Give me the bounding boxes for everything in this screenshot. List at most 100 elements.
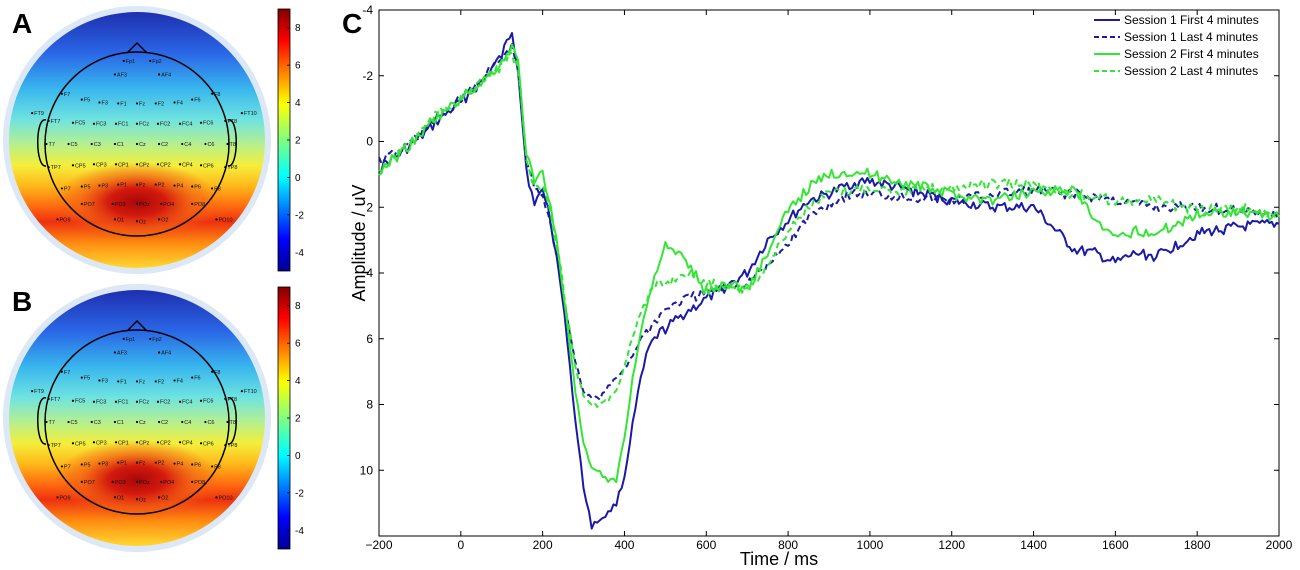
electrode-label: F2: [158, 379, 164, 385]
electrode-dot-c4: [181, 420, 184, 424]
y-tick-label: 2: [366, 200, 373, 214]
electrode-label: FC4: [182, 122, 192, 128]
electrode-label: P5: [84, 185, 91, 191]
colorbar-tick-label: -2: [295, 488, 304, 499]
electrode-label: P1: [120, 461, 127, 467]
electrode-label: F4: [177, 100, 183, 106]
electrode-label: Pz: [139, 183, 146, 189]
electrode-label: Cz: [139, 420, 146, 426]
electrode-dot-c4: [181, 142, 184, 146]
electrode-dot-po9: [56, 496, 59, 499]
electrode-dot-fp2: [149, 59, 152, 63]
electrode-dot-oz: [135, 220, 139, 223]
electrode-label: F6: [194, 376, 200, 382]
electrode-label: P2: [158, 183, 165, 189]
electrode-label: AF4: [161, 350, 171, 356]
electrode-label: Fp2: [152, 337, 161, 343]
electrode-dot-ft9: [31, 111, 34, 115]
electrode-dot-fc6: [199, 121, 203, 124]
electrode-dot-oz: [135, 498, 139, 501]
electrode-label: C5: [71, 420, 78, 426]
y-tick-label: 4: [366, 266, 373, 280]
electrode-label: TP8: [227, 443, 237, 449]
electrode-dot-fc6: [199, 399, 203, 402]
electrode-dot-p3: [98, 184, 101, 187]
electrode-label: P1: [120, 183, 127, 189]
electrode-label: FC4: [182, 400, 192, 406]
series-line-4: [378, 49, 1280, 408]
electrode-dot-cp5: [71, 442, 75, 445]
electrode-label: PO4: [163, 480, 174, 486]
electrode-label: FT8: [227, 397, 237, 403]
electrode-dot-cp4: [178, 163, 182, 166]
electrode-dot-t7: [45, 420, 48, 424]
electrode-label: F7: [64, 370, 70, 376]
x-tick-label: 200: [533, 538, 553, 552]
x-tick-label: 1400: [1020, 538, 1047, 552]
electrode-dot-po3: [111, 480, 114, 483]
electrode-dot-t8: [226, 420, 229, 424]
topomap-b: Fp1 Fp2 AF3 AF4 F7 F5 F3 F1 Fz F2 F4 F6 F8 FT9 FT7 FC5 F…: [3, 284, 304, 552]
electrode-dot-cp3: [92, 441, 96, 444]
electrode-dot-c6: [204, 142, 207, 146]
electrode-dot-fz: [135, 102, 139, 105]
electrode-label: P6: [194, 463, 201, 469]
electrode-dot-c1: [113, 142, 117, 146]
electrode-dot-f5: [80, 98, 83, 101]
electrode-label: CP2: [160, 440, 171, 446]
electrode-dot-o2: [157, 496, 161, 499]
electrode-dot-po3: [111, 202, 114, 205]
electrode-label: CP1: [118, 162, 129, 168]
electrode-label: F1: [120, 101, 126, 107]
electrode-label: C4: [184, 142, 191, 148]
colorbar-tick-label: 8: [295, 301, 301, 312]
panel-letter-b: B: [12, 286, 33, 317]
y-tick-label: -2: [362, 69, 373, 83]
electrode-label: F7: [64, 92, 70, 98]
panel-letter-c: C: [342, 8, 363, 39]
electrode-dot-f1: [117, 380, 120, 383]
electrode-dot-fc5: [71, 399, 75, 402]
electrode-dot-cp2: [156, 163, 160, 166]
series-line-1: [378, 32, 1280, 530]
electrode-label: CP6: [203, 441, 214, 447]
electrode-dot-p7: [60, 187, 64, 190]
electrode-label: CP5: [75, 441, 86, 447]
electrode-label: FC1: [118, 122, 128, 128]
colorbar-tick-label: 8: [295, 23, 301, 34]
electrode-label: TP8: [227, 165, 237, 171]
electrode-dot-f8: [210, 92, 214, 95]
electrode-label: Oz: [139, 219, 146, 225]
electrode-dot-cp1: [114, 163, 118, 166]
electrode-dot-cp3: [92, 163, 96, 166]
x-tick-label: 400: [614, 538, 634, 552]
electrode-label: Fp1: [126, 59, 135, 65]
electrode-dot-f1: [117, 102, 120, 105]
electrode-dot-fc2: [156, 122, 160, 125]
colorbar-tick-label: 4: [295, 98, 301, 109]
electrode-label: Fp1: [126, 337, 135, 343]
electrode-dot-f4: [173, 379, 176, 382]
electrode-label: PO10: [218, 217, 232, 223]
colorbar-tick-label: 6: [295, 61, 301, 72]
electrode-dot-f3: [98, 101, 101, 104]
electrode-dot-c3: [90, 420, 93, 424]
electrode-label: C1: [117, 420, 124, 426]
electrode-dot-c1: [113, 420, 117, 424]
legend-label: Session 1 First 4 minutes: [1124, 13, 1259, 27]
electrode-label: Oz: [139, 497, 146, 503]
electrode-label: F5: [84, 98, 90, 104]
electrode-dot-cz: [135, 142, 139, 146]
electrode-dot-poz: [135, 202, 139, 205]
electrode-dot-ft8: [224, 397, 227, 400]
colorbar-tick-label: 2: [295, 136, 301, 147]
electrode-label: Fz: [139, 379, 145, 385]
electrode-dot-p1: [117, 183, 120, 186]
electrode-label: T8: [230, 420, 236, 426]
electrode-dot-t7: [45, 142, 48, 146]
electrode-label: AF3: [117, 350, 127, 356]
electrode-label: F6: [194, 98, 200, 104]
electrode-dot-cp2: [156, 441, 160, 444]
electrode-dot-cpz: [135, 163, 139, 166]
electrode-dot-ft8: [224, 119, 227, 122]
